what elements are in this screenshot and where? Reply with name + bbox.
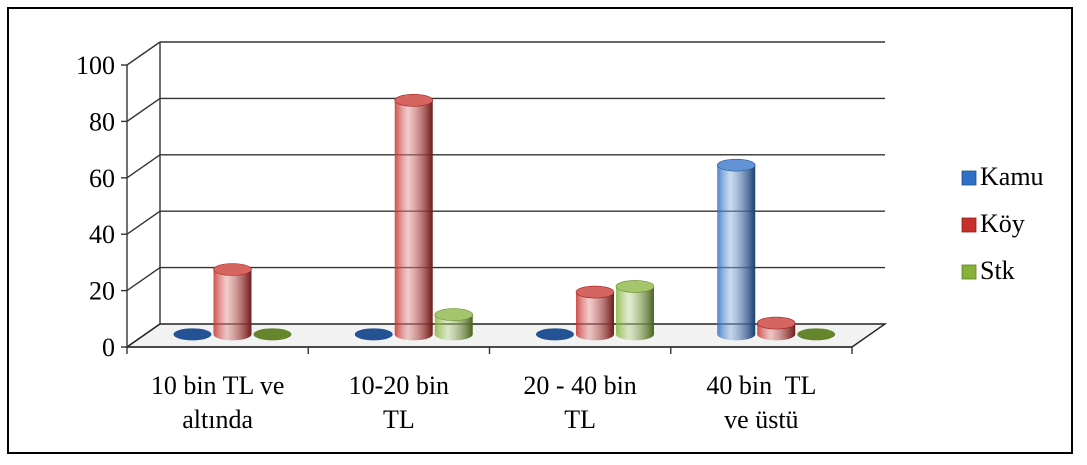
y-tick-label: 0	[102, 333, 115, 362]
gridline-diagonal	[126, 41, 161, 66]
bar-k-y-1-top	[213, 263, 252, 276]
y-tick-label: 80	[89, 107, 115, 136]
bar-kamu-2-disc	[354, 328, 393, 341]
y-tick-label: 100	[76, 51, 115, 80]
bar-kamu-1	[173, 328, 212, 341]
bar-kamu-4-top	[716, 158, 756, 172]
gridlines	[126, 41, 885, 348]
gridline-diagonal	[126, 210, 161, 235]
legend-label-kamu: Kamu	[980, 162, 1044, 191]
x-axis: 10 bin TL ve altında 10-20 bin TL 20 - 40 bi…	[126, 346, 853, 434]
bar-kamu-1-disc	[173, 328, 212, 341]
legend-item-k-y: Köy	[961, 209, 1025, 238]
bar-k-y-1-body	[213, 269, 252, 341]
bar-stk-3-top	[615, 280, 655, 293]
bar-stk-3-body	[615, 286, 654, 341]
bar-kamu-3-disc	[535, 328, 574, 341]
bar-kamu-4-body	[717, 165, 756, 341]
x-tick-label: 40 bin TL	[706, 371, 816, 400]
gridline-diagonal	[126, 154, 161, 179]
bar-k-y-3	[575, 285, 615, 341]
bar-stk-1	[253, 328, 292, 341]
bar-k-y-3-top	[575, 285, 615, 299]
bar-k-y-4	[756, 316, 796, 341]
x-tick-label: TL	[564, 405, 596, 434]
legend-item-stk: Stk	[961, 256, 1015, 285]
chart-frame	[7, 7, 1073, 454]
bar-stk-1-disc	[253, 328, 292, 341]
x-tick-label: 10-20 bin	[349, 371, 449, 400]
bar-kamu-3	[535, 328, 574, 341]
legend-swatch-kamu	[961, 170, 977, 186]
x-tick-label: altında	[182, 405, 253, 434]
y-tick-label: 20	[89, 277, 115, 306]
bar-k-y-2	[394, 93, 434, 341]
legend-label-stk: Stk	[980, 256, 1015, 285]
bar-k-y-2-top	[394, 93, 434, 107]
x-tick-label: 20 - 40 bin	[523, 371, 636, 400]
bar-stk-4	[797, 328, 836, 341]
bar-k-y-4-top	[756, 316, 796, 330]
y-tick-label: 60	[89, 164, 115, 193]
bar-k-y-2-body	[394, 100, 433, 341]
bar-stk-2	[434, 308, 474, 341]
y-tick-label: 40	[89, 220, 115, 249]
y-axis: 0 20 40 60 80 100	[76, 51, 128, 362]
legend-swatch-stk	[961, 264, 977, 280]
bar-stk-2-body	[434, 314, 473, 341]
legend-label-k-y: Köy	[980, 209, 1025, 238]
x-tick-label: 10 bin TL ve	[151, 371, 285, 400]
bar-kamu-4	[716, 158, 756, 341]
bar-stk-4-disc	[797, 328, 836, 341]
bar-k-y-1	[213, 263, 252, 341]
gridline-diagonal	[126, 267, 161, 292]
bar-stk-3	[615, 280, 655, 341]
bars	[173, 93, 836, 341]
bar-k-y-3-body	[575, 292, 614, 341]
legend-item-kamu: Kamu	[961, 162, 1044, 191]
legend: Kamu Köy Stk	[961, 162, 1044, 285]
x-tick-label: TL	[383, 405, 415, 434]
x-tick-label: ve üstü	[724, 405, 798, 434]
legend-swatch-k-y	[961, 217, 977, 233]
gridline-diagonal	[126, 97, 161, 122]
bar-kamu-2	[354, 328, 393, 341]
bar-stk-2-top	[434, 308, 474, 321]
